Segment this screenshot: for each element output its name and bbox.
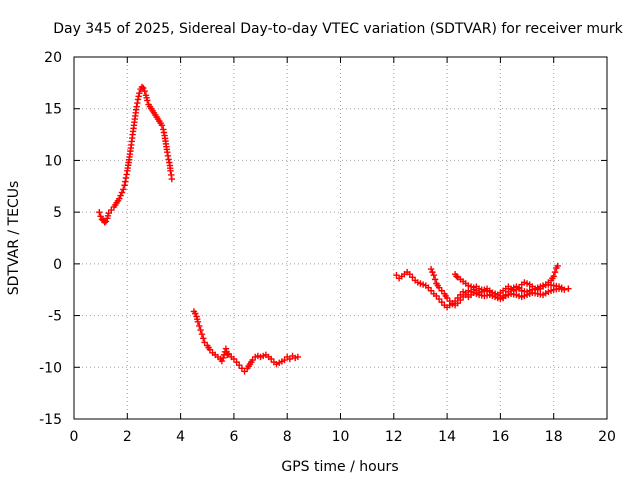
x-tick-label: 6 <box>229 429 238 445</box>
tick-labels: 0 2 4 6 8 10 12 14 16 18 20 -15 -10 -5 0 5 10 15 20 <box>39 50 616 445</box>
x-tick-label: 12 <box>385 429 403 445</box>
data-point-arc4 <box>431 276 439 283</box>
data-point-arc1 <box>96 208 103 216</box>
x-tick-label: 0 <box>70 429 79 445</box>
y-tick-label: 0 <box>53 257 62 273</box>
data-point-arc1 <box>118 189 126 196</box>
y-tick-label: 10 <box>44 153 62 169</box>
x-tick-label: 20 <box>598 429 616 445</box>
data-point-arc3 <box>550 273 557 280</box>
data-point-arc2 <box>197 326 204 334</box>
data-point-arc1 <box>140 84 147 92</box>
data-point-arc2 <box>198 330 206 338</box>
data-point-arc1 <box>144 97 151 104</box>
data-point-arc5 <box>558 284 565 291</box>
data-point-arc1 <box>97 213 104 220</box>
grid <box>74 57 607 419</box>
data-point-arc3 <box>554 262 561 270</box>
x-tick-label: 4 <box>176 429 185 445</box>
data-point-arc1 <box>102 218 110 225</box>
data-point-arc1 <box>167 167 174 174</box>
x-axis-label: GPS time / hours <box>281 459 398 475</box>
x-tick-label: 10 <box>332 429 350 445</box>
data-point-arc4 <box>430 272 437 279</box>
data-point-arc5 <box>453 273 460 280</box>
data-point-arc4 <box>565 285 572 292</box>
data-point-arc2 <box>192 310 199 317</box>
data-point-arc1 <box>141 87 148 95</box>
y-axis-label: SDTVAR / TECUs <box>6 181 22 296</box>
data-point-arc1 <box>117 192 124 199</box>
x-tick-label: 18 <box>545 429 563 445</box>
data-point-arc1 <box>168 175 176 183</box>
x-tick-label: 16 <box>491 429 509 445</box>
plot-frame <box>73 56 608 420</box>
data-point-arc2 <box>220 354 227 362</box>
data-points <box>96 83 572 375</box>
y-tick-label: 20 <box>44 50 62 66</box>
y-tick-label: -5 <box>48 309 62 325</box>
data-point-arc4 <box>427 265 435 273</box>
y-tick-label: -15 <box>39 412 62 428</box>
data-point-arc1 <box>116 195 123 202</box>
data-point-arc1 <box>136 90 143 97</box>
data-point-arc2 <box>294 353 302 361</box>
data-point-arc2 <box>224 351 231 359</box>
data-point-arc2 <box>200 335 207 342</box>
data-point-arc2 <box>218 357 226 365</box>
x-tick-label: 2 <box>123 429 132 445</box>
y-tick-label: 15 <box>44 102 62 118</box>
y-tick-label: 5 <box>53 205 62 221</box>
x-tick-label: 8 <box>283 429 292 445</box>
data-point-arc2 <box>194 318 202 325</box>
chart-title: Day 345 of 2025, Sidereal Day-to-day VTE… <box>53 21 623 37</box>
data-point-arc4 <box>429 268 436 276</box>
data-point-arc1 <box>138 83 146 91</box>
data-point-arc1 <box>101 219 108 226</box>
data-point-arc2 <box>196 322 203 330</box>
y-tick-label: -10 <box>39 360 62 376</box>
data-point-arc1 <box>120 186 127 193</box>
x-tick-label: 14 <box>438 429 456 445</box>
data-point-arc1 <box>158 122 166 129</box>
data-point-arc3 <box>551 268 559 276</box>
